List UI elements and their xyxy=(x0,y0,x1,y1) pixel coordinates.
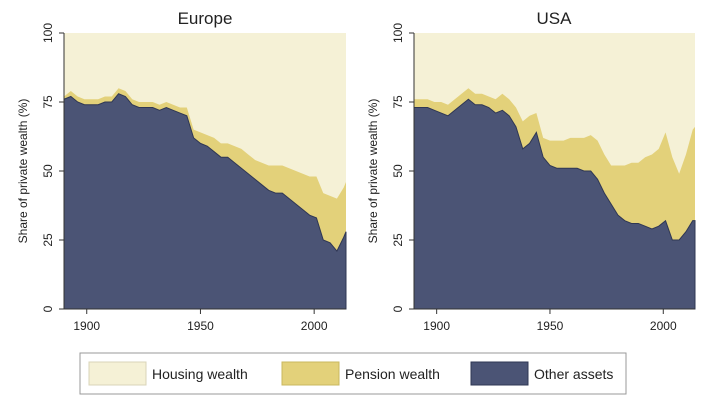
y-ticks-usa: 0 25 50 75 100 xyxy=(391,23,414,312)
y-tick-label-usa-50: 50 xyxy=(391,164,405,178)
legend-swatch-pension xyxy=(281,361,340,386)
panel-title-europe: Europe xyxy=(178,9,233,28)
y-tick-label-usa-25: 25 xyxy=(391,233,405,247)
legend-item-housing: Housing wealth xyxy=(88,361,248,386)
area-housing-europe xyxy=(64,33,346,199)
y-tick-label-europe-50: 50 xyxy=(41,164,55,178)
x-ticks-europe: 1900 1950 2000 xyxy=(73,309,328,333)
y-tick-label-usa-100: 100 xyxy=(391,23,405,43)
y-axis-title-usa: Share of private wealth (%) xyxy=(366,99,380,244)
legend-box xyxy=(79,352,627,395)
x-tick-label-europe-2000: 2000 xyxy=(301,319,328,333)
legend: Housing wealth Pension wealth Other asse… xyxy=(79,352,627,395)
x-tick-label-usa-1900: 1900 xyxy=(423,319,450,333)
y-tick-label-europe-75: 75 xyxy=(41,95,55,109)
y-tick-label-usa-0: 0 xyxy=(391,305,405,312)
y-axis-title-europe: Share of private wealth (%) xyxy=(16,99,30,244)
area-housing-usa xyxy=(414,33,695,174)
legend-label-pension: Pension wealth xyxy=(345,366,440,382)
panel-europe: Europe Share of private wealth (%) 0 25 50… xyxy=(16,9,347,333)
x-tick-label-usa-2000: 2000 xyxy=(650,319,677,333)
y-tick-label-europe-25: 25 xyxy=(41,233,55,247)
panel-usa: USA Share of private wealth (%) 0 25 50 75 1… xyxy=(366,9,696,333)
legend-label-other: Other assets xyxy=(534,366,613,382)
y-tick-label-usa-75: 75 xyxy=(391,95,405,109)
legend-swatch-housing xyxy=(88,361,147,386)
panel-title-usa: USA xyxy=(537,9,573,28)
x-tick-label-europe-1950: 1950 xyxy=(187,319,214,333)
legend-item-pension: Pension wealth xyxy=(281,361,440,386)
legend-label-housing: Housing wealth xyxy=(152,366,248,382)
x-ticks-usa: 1900 1950 2000 xyxy=(423,309,677,333)
plot-europe xyxy=(63,33,347,310)
legend-item-other: Other assets xyxy=(470,361,613,386)
x-tick-label-europe-1900: 1900 xyxy=(73,319,100,333)
area-pension-usa xyxy=(414,88,695,240)
y-ticks-europe: 0 25 50 75 100 xyxy=(41,23,64,312)
x-tick-label-usa-1950: 1950 xyxy=(537,319,564,333)
y-tick-label-europe-0: 0 xyxy=(41,305,55,312)
legend-swatch-other xyxy=(470,361,529,386)
plot-usa xyxy=(413,33,696,310)
y-tick-label-europe-100: 100 xyxy=(41,23,55,43)
